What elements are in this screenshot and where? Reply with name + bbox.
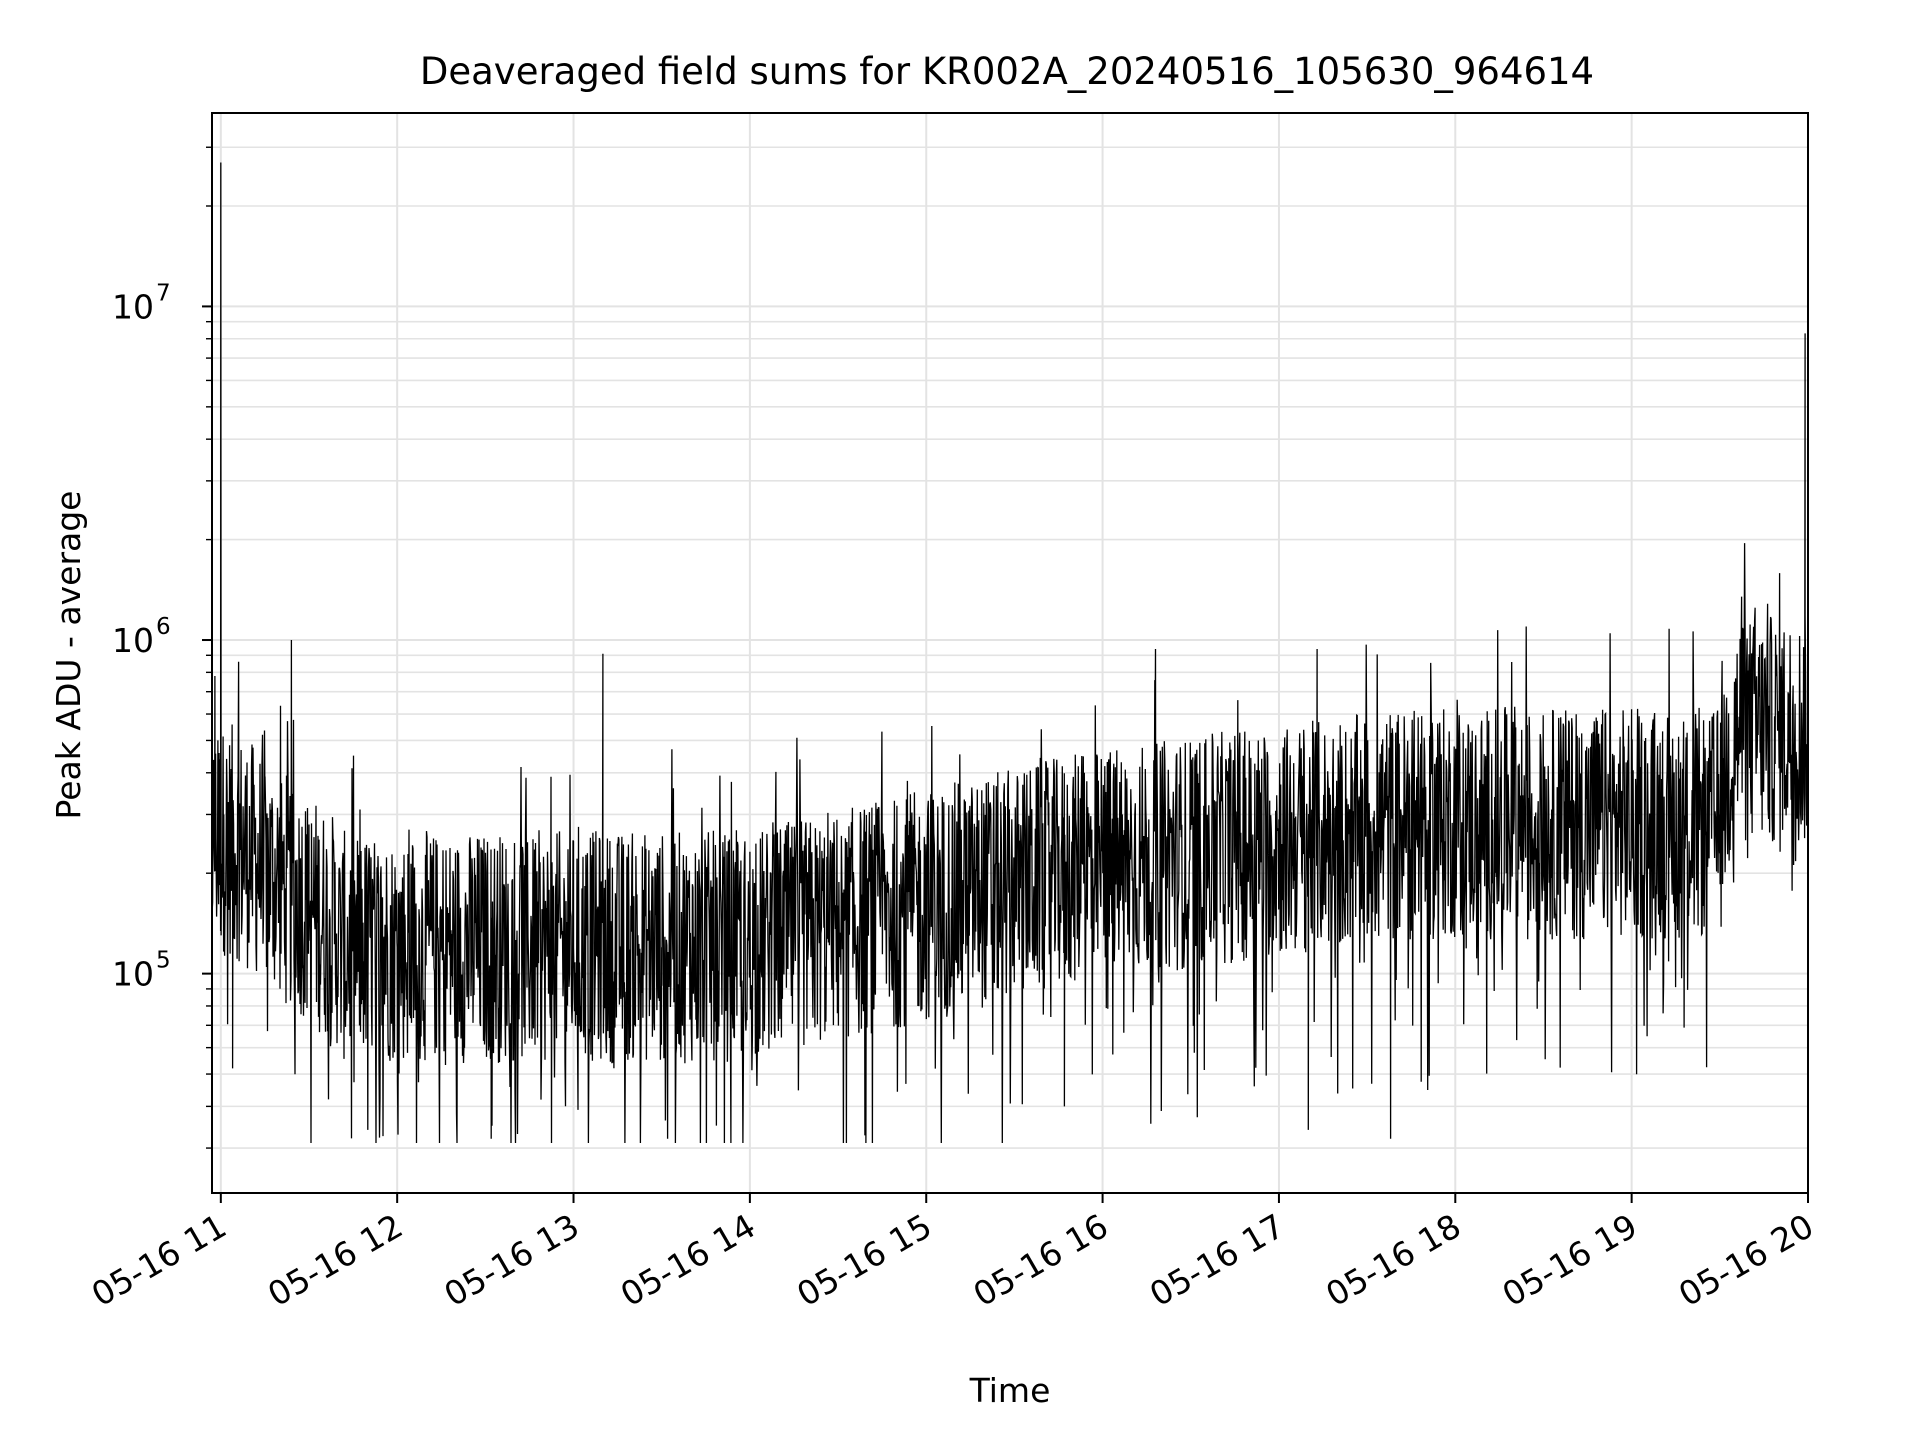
- series-layer: [211, 162, 1809, 1144]
- y-tick-exponent: 5: [156, 948, 171, 974]
- chart-title: Deaveraged field sums for KR002A_2024051…: [420, 50, 1594, 93]
- series-line: [211, 162, 1809, 1144]
- y-tick-exponent: 6: [156, 614, 171, 640]
- plot-frame: [211, 112, 1809, 1194]
- y-tick-exponent: 7: [156, 280, 171, 306]
- y-tick-label: 10: [112, 287, 154, 326]
- y-axis-label: Peak ADU - average: [49, 491, 88, 820]
- x-axis-label: Time: [969, 1371, 1051, 1410]
- y-tick-label: 10: [112, 621, 154, 660]
- y-tick-label: 10: [112, 955, 154, 994]
